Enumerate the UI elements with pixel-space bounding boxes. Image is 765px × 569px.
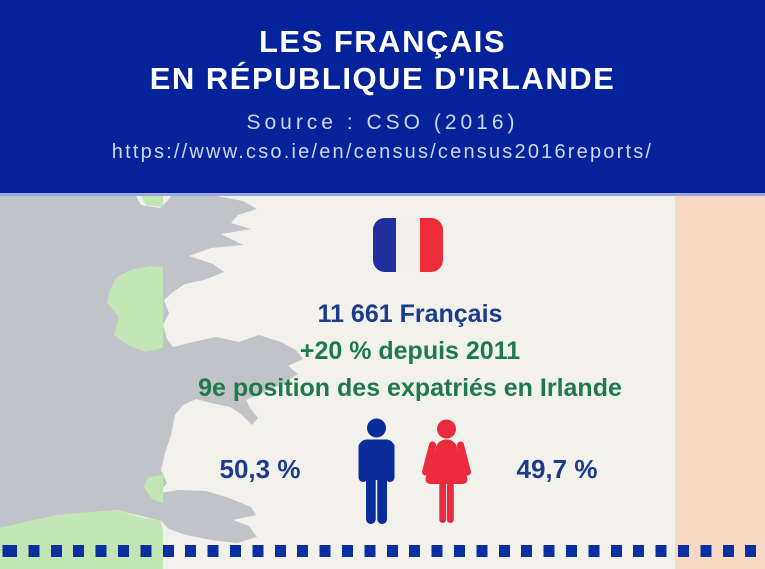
- male-person-icon: [358, 418, 395, 524]
- title-line-1: LES FRANÇAIS: [258, 24, 507, 59]
- header-band: LES FRANÇAIS EN RÉPUBLIQUE D'IRLANDE Sou…: [0, 0, 765, 196]
- map-section: 11 661 Français +20 % depuis 2011 9e pos…: [0, 196, 765, 569]
- flag-red-stripe: [419, 218, 443, 272]
- growth-stat: +20 % depuis 2011: [299, 337, 521, 365]
- female-percentage: 49,7 %: [516, 454, 598, 484]
- flag-white-stripe: [396, 218, 420, 272]
- dashed-divider-line: [0, 545, 765, 557]
- source-label: Source : CSO (2016): [246, 111, 519, 134]
- map-green-patch-small: [144, 475, 163, 503]
- rank-stat: 9e position des expatriés en Irlande: [198, 374, 622, 402]
- population-stat: 11 661 Français: [317, 300, 503, 328]
- page-title: LES FRANÇAIS EN RÉPUBLIQUE D'IRLANDE: [0, 0, 765, 97]
- map-green-patch: [107, 266, 163, 352]
- source-url-link[interactable]: https://www.cso.ie/en/census/census2016r…: [111, 141, 654, 163]
- flag-blue-stripe: [373, 218, 397, 272]
- ireland-map-background: [0, 196, 765, 569]
- map-sea-shape: [0, 196, 303, 543]
- map-green-wedge-top: [141, 196, 163, 207]
- male-percentage: 50,3 %: [219, 454, 301, 484]
- french-flag-icon: [373, 218, 443, 272]
- peach-stripe: [675, 196, 765, 569]
- key-stats-block: 11 661 Français +20 % depuis 2011 9e pos…: [110, 296, 710, 407]
- title-line-2: EN RÉPUBLIQUE D'IRLANDE: [149, 61, 616, 96]
- female-person-icon: [422, 419, 471, 523]
